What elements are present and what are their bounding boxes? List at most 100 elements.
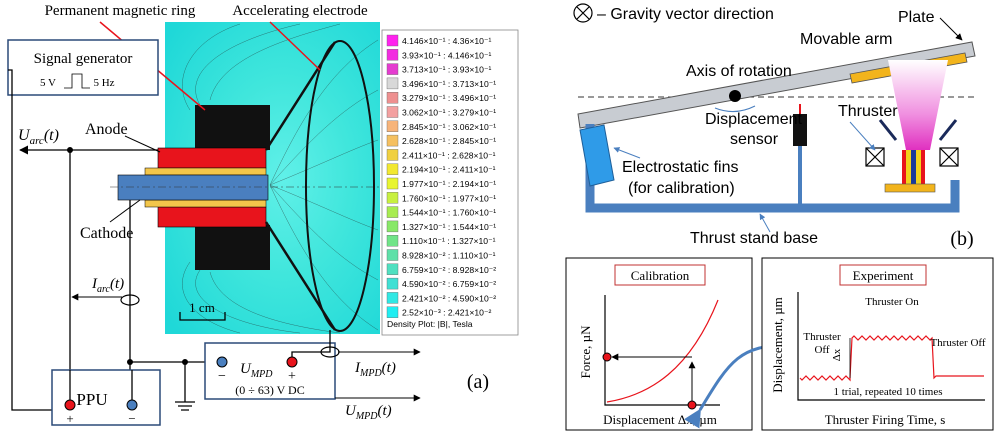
label-u-mpd-t: UMPD(t) (345, 403, 392, 422)
legend-entry: 2.628×10⁻¹ : 2.845×10⁻¹ (402, 136, 496, 146)
thruster-layer (906, 150, 911, 190)
ground (175, 401, 195, 411)
path (269, 184, 379, 281)
arrow (939, 17, 963, 41)
legend-swatch (386, 220, 399, 233)
signal-frequency: 5 Hz (93, 77, 114, 89)
label-axis: Axis of rotation (686, 63, 792, 80)
path (269, 139, 379, 186)
signal-generator-box (7, 39, 159, 96)
terminal-plus (64, 399, 76, 411)
anode (157, 206, 267, 228)
legend-swatch (386, 163, 399, 175)
legend-box (381, 29, 519, 336)
thruster-layer (911, 150, 916, 190)
scale-bar (179, 312, 226, 321)
legend-entry: 4.146×10⁻¹ : 4.36×10⁻¹ (402, 36, 491, 46)
legend-entry: 1.327×10⁻¹ : 1.544×10⁻¹ (402, 222, 496, 232)
label-on: Thruster On (865, 296, 919, 308)
supply-u-mpd: UMPD (240, 361, 273, 380)
legend-entry: 2.194×10⁻¹ : 2.411×10⁻¹ (402, 165, 496, 175)
label-sensor: Displacement (705, 111, 802, 128)
label-sensor: sensor (730, 131, 779, 148)
path (269, 39, 379, 186)
displacement-sensor (793, 114, 807, 146)
legend-swatch (386, 306, 399, 318)
gravity-symbol (573, 3, 593, 23)
calibration-curve (606, 299, 719, 403)
thruster-layer (916, 150, 921, 190)
label-anode: Anode (85, 121, 128, 138)
path (269, 184, 379, 331)
supply-plus: + (288, 369, 296, 384)
legend-swatch (386, 120, 399, 133)
rect (939, 147, 959, 167)
inset-title-box (839, 264, 927, 286)
signal-voltage: 5 V (40, 77, 56, 89)
y-axis-label: Displacement, µm (770, 297, 785, 393)
legend-entry: 3.279×10⁻¹ : 3.496×10⁻¹ (402, 93, 496, 103)
inset-title-box (614, 264, 706, 286)
legend-swatch (386, 77, 399, 90)
thruster-layer (921, 150, 925, 190)
node (127, 359, 133, 365)
label-thruster: Thruster (838, 103, 898, 120)
supply-range: (0 ÷ 63) V DC (235, 383, 304, 397)
scale-label: 1 cm (189, 300, 215, 315)
terminal-plus (286, 356, 298, 368)
panel-a: Permanent magnetic ring Accelerating ele… (7, 3, 519, 426)
magnetic-coils (865, 147, 959, 167)
electrode-ring (305, 40, 375, 332)
node (67, 147, 73, 153)
panel-label-b: (b) (950, 228, 973, 250)
label-base: Thrust stand base (690, 230, 818, 247)
thruster-layer (902, 150, 906, 190)
gravity-legend: – Gravity vector direction (597, 6, 774, 23)
arrow (613, 147, 641, 159)
experiment-signal (799, 335, 984, 382)
label-off: Thruster Off (930, 337, 985, 349)
point (602, 352, 612, 362)
path (209, 271, 341, 334)
ppu-minus: − (128, 411, 135, 426)
label-off: Off (814, 344, 829, 356)
signal-generator-title: Signal generator (34, 51, 133, 67)
legend-entry: 1.977×10⁻¹ : 2.194×10⁻¹ (402, 179, 496, 189)
legend-swatch (386, 106, 399, 118)
legend-swatch (386, 34, 399, 47)
current-probe (120, 294, 140, 306)
path (865, 147, 885, 167)
legend: 4.146×10⁻¹ : 4.36×10⁻¹ 3.93×10⁻¹ : 4.146×… (386, 34, 496, 318)
electrode (938, 119, 958, 141)
calibration-inset: Calibration Force, µN Displacement Δx, µ… (565, 257, 753, 431)
terminal-minus (216, 356, 228, 368)
point (687, 400, 697, 410)
wire (8, 69, 52, 411)
experiment-inset: Experiment Δx Thruster On Thruster Off T… (761, 257, 994, 431)
legend-entry: 1.110×10⁻¹ : 1.327×10⁻¹ (402, 236, 496, 246)
label-i-mpd: IMPD(t) (354, 360, 396, 379)
label-electrode: Accelerating electrode (232, 3, 368, 19)
legend-swatch (386, 149, 399, 161)
legend-swatch (386, 91, 399, 104)
inset-box (761, 257, 994, 431)
legend-swatch (386, 206, 399, 218)
legend-entry: 3.496×10⁻¹ : 3.713×10⁻¹ (402, 79, 496, 89)
path (209, 23, 341, 101)
label-magnet: Permanent magnetic ring (45, 3, 196, 19)
electrostatic-fins (579, 124, 615, 187)
path (939, 147, 959, 167)
rotation-arrow (714, 105, 756, 113)
legend-swatch (386, 49, 399, 61)
legend-entry: 8.928×10⁻² : 1.110×10⁻¹ (402, 251, 496, 261)
label-plate: Plate (898, 9, 935, 26)
legend-entry: 3.713×10⁻¹ : 3.93×10⁻¹ (402, 65, 491, 75)
ppu-plus: + (66, 411, 73, 426)
legend-entry: 3.062×10⁻¹ : 3.279×10⁻¹ (402, 108, 496, 118)
legend-swatch (386, 192, 399, 204)
pivot (729, 90, 741, 102)
supply-minus: − (218, 369, 226, 384)
legend-entry: 2.411×10⁻¹ : 2.628×10⁻¹ (402, 150, 496, 160)
legend-entry: 2.52×10⁻³ : 2.421×10⁻² (402, 308, 491, 318)
